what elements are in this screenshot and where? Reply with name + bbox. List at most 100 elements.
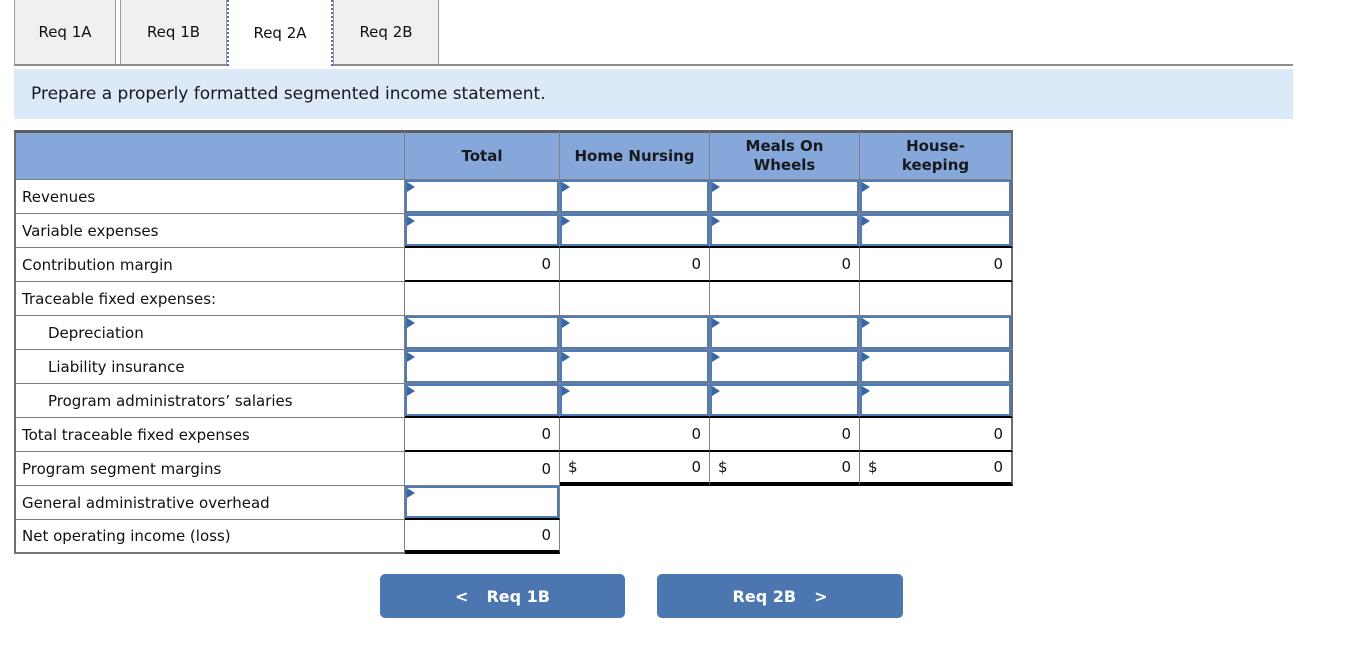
- value-contribution-margin-total: 0: [405, 248, 560, 282]
- input-flag-icon: [407, 318, 415, 328]
- input-admin-salaries-total[interactable]: [405, 384, 559, 416]
- tab-req-2a[interactable]: Req 2A: [227, 0, 333, 66]
- row-label: General administrative overhead: [14, 486, 405, 520]
- chevron-left-icon: <: [455, 586, 469, 606]
- empty-cell: [560, 282, 710, 316]
- tab-req-2b[interactable]: Req 2B: [333, 0, 439, 64]
- row-contribution-margin: Contribution margin 0 0 0 0: [14, 248, 1013, 282]
- input-revenues-total[interactable]: [405, 180, 559, 213]
- input-admin-salaries-home-nursing[interactable]: [560, 384, 709, 416]
- input-flag-icon: [862, 182, 870, 192]
- input-depreciation-meals-on-wheels[interactable]: [710, 316, 859, 349]
- currency-symbol: $: [868, 458, 878, 476]
- row-program-administrators-salaries: Program administrators’ salaries: [14, 384, 1013, 418]
- value-segment-margins-meals-on-wheels: $ 0: [710, 452, 860, 486]
- row-label: Program segment margins: [14, 452, 405, 486]
- input-flag-icon: [562, 352, 570, 362]
- value-contribution-margin-home-nursing: 0: [560, 248, 710, 282]
- input-liability-insurance-home-nursing[interactable]: [560, 350, 709, 383]
- value: 0: [841, 458, 851, 476]
- row-total-traceable-fixed-expenses: Total traceable fixed expenses 0 0 0 0: [14, 418, 1013, 452]
- row-program-segment-margins: Program segment margins 0 $ 0 $ 0 $ 0: [14, 452, 1013, 486]
- value-total-traceable-total: 0: [405, 418, 560, 452]
- tab-req-1b[interactable]: Req 1B: [120, 0, 227, 64]
- value-segment-margins-home-nursing: $ 0: [560, 452, 710, 486]
- header-meals-on-wheels: Meals On Wheels: [710, 130, 860, 180]
- input-variable-expenses-meals-on-wheels[interactable]: [710, 214, 859, 246]
- input-variable-expenses-housekeeping[interactable]: [860, 214, 1011, 246]
- tab-label: Req 1B: [146, 23, 201, 41]
- input-flag-icon: [407, 386, 415, 396]
- blank-area: [860, 520, 1013, 554]
- tab-label: Req 2A: [253, 24, 307, 42]
- instruction-text: Prepare a properly formatted segmented i…: [31, 84, 546, 104]
- input-liability-insurance-meals-on-wheels[interactable]: [710, 350, 859, 383]
- tab-bar-divider: [14, 64, 1293, 66]
- row-variable-expenses: Variable expenses: [14, 214, 1013, 248]
- input-revenues-home-nursing[interactable]: [560, 180, 709, 213]
- input-flag-icon: [407, 488, 415, 498]
- row-label: Contribution margin: [14, 248, 405, 282]
- header-total: Total: [405, 130, 560, 180]
- input-flag-icon: [712, 386, 720, 396]
- input-flag-icon: [562, 386, 570, 396]
- input-flag-icon: [862, 352, 870, 362]
- input-flag-icon: [562, 182, 570, 192]
- input-depreciation-housekeeping[interactable]: [860, 316, 1011, 349]
- input-variable-expenses-home-nursing[interactable]: [560, 214, 709, 246]
- tab-label: Req 2B: [359, 23, 413, 41]
- input-flag-icon: [862, 318, 870, 328]
- instruction-banner: Prepare a properly formatted segmented i…: [14, 69, 1293, 119]
- input-depreciation-total[interactable]: [405, 316, 559, 349]
- value-segment-margins-total: 0: [405, 452, 560, 486]
- row-label: Total traceable fixed expenses: [14, 418, 405, 452]
- row-general-administrative-overhead: General administrative overhead: [14, 486, 1013, 520]
- blank-area: [560, 520, 710, 554]
- currency-symbol: $: [568, 458, 578, 476]
- button-label: Req 2B: [732, 586, 797, 606]
- input-flag-icon: [562, 216, 570, 226]
- input-admin-salaries-housekeeping[interactable]: [860, 384, 1011, 416]
- empty-cell: [860, 282, 1013, 316]
- row-label: Revenues: [14, 180, 405, 214]
- row-label: Program administrators’ salaries: [14, 384, 405, 418]
- nav-buttons: < Req 1B Req 2B >: [0, 574, 1350, 618]
- input-revenues-housekeeping[interactable]: [860, 180, 1011, 213]
- row-label: Traceable fixed expenses:: [14, 282, 405, 316]
- header-housekeeping: House- keeping: [860, 130, 1013, 180]
- input-depreciation-home-nursing[interactable]: [560, 316, 709, 349]
- tab-label: Req 1A: [38, 23, 92, 41]
- next-req-2b-button[interactable]: Req 2B >: [657, 574, 903, 618]
- header-home-nursing: Home Nursing: [560, 130, 710, 180]
- input-flag-icon: [407, 216, 415, 226]
- tab-req-1a[interactable]: Req 1A: [14, 0, 116, 64]
- value-net-operating-income-total: 0: [405, 520, 560, 554]
- blank-area: [710, 486, 860, 520]
- input-flag-icon: [862, 386, 870, 396]
- input-flag-icon: [862, 216, 870, 226]
- row-label: Variable expenses: [14, 214, 405, 248]
- empty-cell: [405, 282, 560, 316]
- input-liability-insurance-total[interactable]: [405, 350, 559, 383]
- input-variable-expenses-total[interactable]: [405, 214, 559, 246]
- value-total-traceable-home-nursing: 0: [560, 418, 710, 452]
- currency-symbol: $: [718, 458, 728, 476]
- input-flag-icon: [712, 182, 720, 192]
- blank-area: [560, 486, 710, 520]
- header-blank-cell: [14, 130, 405, 180]
- value-total-traceable-meals-on-wheels: 0: [710, 418, 860, 452]
- chevron-right-icon: >: [814, 586, 828, 606]
- blank-area: [710, 520, 860, 554]
- blank-area: [860, 486, 1013, 520]
- row-label: Liability insurance: [14, 350, 405, 384]
- row-liability-insurance: Liability insurance: [14, 350, 1013, 384]
- prev-req-1b-button[interactable]: < Req 1B: [380, 574, 625, 618]
- input-liability-insurance-housekeeping[interactable]: [860, 350, 1011, 383]
- input-general-admin-overhead-total[interactable]: [405, 486, 559, 518]
- input-admin-salaries-meals-on-wheels[interactable]: [710, 384, 859, 416]
- input-flag-icon: [712, 352, 720, 362]
- button-label: Req 1B: [486, 586, 550, 606]
- input-revenues-meals-on-wheels[interactable]: [710, 180, 859, 213]
- value-segment-margins-housekeeping: $ 0: [860, 452, 1013, 486]
- input-flag-icon: [712, 318, 720, 328]
